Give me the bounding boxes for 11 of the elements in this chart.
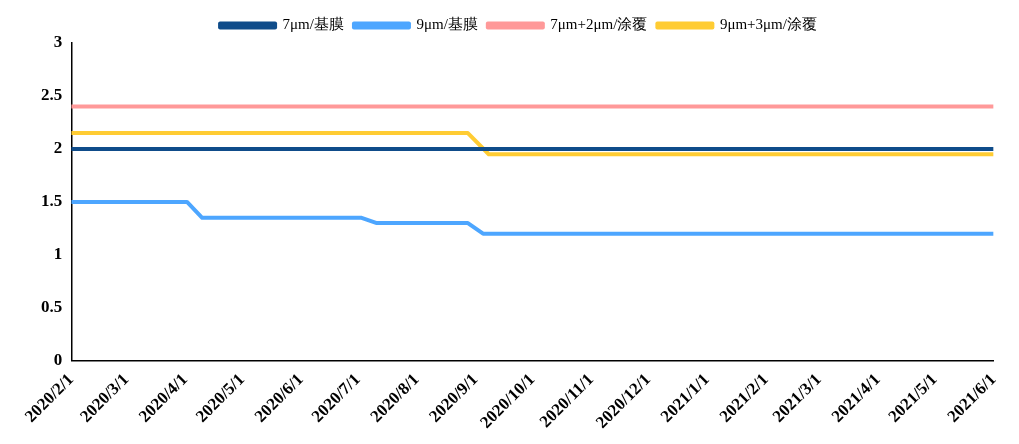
y-tick-label: 0 xyxy=(53,350,63,370)
y-tick-label: 3 xyxy=(53,32,63,52)
legend-label: 9μm/基膜 xyxy=(416,16,478,33)
legend-label: 9μm+3μm/涂覆 xyxy=(719,16,817,33)
y-tick-label: 0.5 xyxy=(41,297,63,317)
y-tick-label: 2 xyxy=(53,138,63,158)
y-tick-label: 2.5 xyxy=(41,85,63,105)
legend-label: 7μm/基膜 xyxy=(282,16,344,33)
y-tick-label: 1 xyxy=(53,244,63,264)
legend-label: 7μm+2μm/涂覆 xyxy=(550,16,648,33)
y-tick-label: 1.5 xyxy=(41,191,63,211)
